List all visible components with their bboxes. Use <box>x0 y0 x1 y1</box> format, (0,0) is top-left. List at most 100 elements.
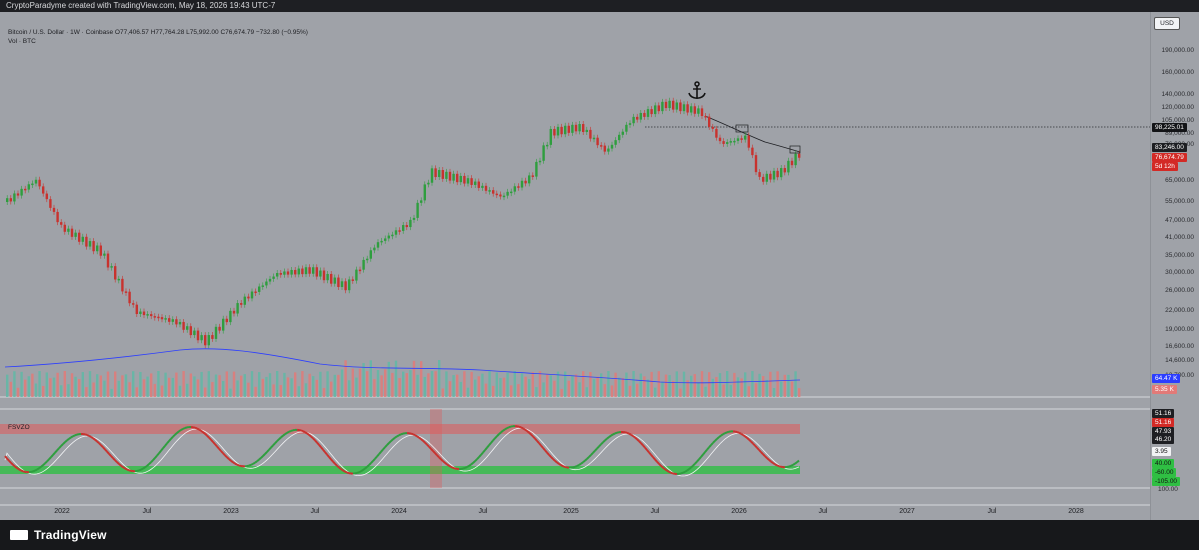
osc-line-segment <box>574 465 578 468</box>
volume-bar <box>578 382 581 397</box>
volume-bar <box>672 381 675 397</box>
candlestick-chart[interactable] <box>0 12 1150 520</box>
candle-body <box>463 175 466 184</box>
osc-line-segment <box>22 470 26 473</box>
osc-line-segment <box>96 440 100 444</box>
candle-body <box>326 273 329 281</box>
candle-body <box>517 186 520 188</box>
time-tick-label: 2027 <box>899 508 915 515</box>
volume-bar <box>114 371 117 397</box>
candle-body <box>355 269 358 281</box>
osc-line-segment <box>142 466 146 470</box>
tradingview-mark-icon <box>10 530 28 540</box>
volume-bar <box>139 371 142 397</box>
volume-bar <box>135 387 138 397</box>
osc-line-segment <box>420 438 424 442</box>
osc-line-segment <box>258 457 262 461</box>
volume-bar <box>164 372 167 397</box>
candle-body <box>254 291 257 294</box>
candle-body <box>445 171 448 179</box>
osc-line-segment <box>154 454 158 459</box>
candle-body <box>430 168 434 183</box>
osc-line-segment <box>152 457 156 461</box>
osc-line-segment <box>48 456 52 461</box>
osc-line-segment <box>396 434 400 438</box>
volume-bar <box>56 372 59 397</box>
osc-line-segment <box>628 432 632 436</box>
time-axis[interactable]: 2022 Jul 2023 Jul 2024 Jul 2025 Jul 2026 Jul 2027 J… <box>0 505 1150 520</box>
volume-bar <box>693 374 696 397</box>
candle-body <box>758 172 761 177</box>
countdown-tag: 5d 12h <box>1152 162 1178 171</box>
candle-body <box>560 126 563 135</box>
osc-line-segment <box>682 470 686 474</box>
osc-line-segment <box>738 431 742 435</box>
volume-bar <box>448 381 452 397</box>
osc-line-segment <box>656 461 660 465</box>
candle-body <box>380 240 383 243</box>
candle-body <box>715 128 718 138</box>
volume-bar <box>355 377 358 397</box>
volume-bar <box>106 371 110 397</box>
osc-line-segment <box>234 462 238 466</box>
osc-line-segment <box>524 428 528 432</box>
osc-line-segment <box>40 464 44 468</box>
time-tick-label: Jul <box>987 508 997 515</box>
osc-signal-line <box>4 427 800 477</box>
candle-body <box>643 112 646 117</box>
osc-line-segment <box>204 433 208 437</box>
candle-body <box>790 160 794 166</box>
candle-body <box>592 137 596 140</box>
volume-bar <box>92 382 95 397</box>
currency-button[interactable]: USD <box>1154 17 1180 30</box>
osc-line-segment <box>434 452 438 456</box>
osc-line-segment <box>174 432 178 436</box>
osc-line-segment <box>576 464 580 467</box>
candle-body <box>333 277 336 284</box>
main-chart-area[interactable]: Bitcoin / U.S. Dollar · 1W · Coinbase O7… <box>0 12 1199 520</box>
osc-line-segment <box>760 451 764 455</box>
osc-line-segment <box>746 437 750 441</box>
volume-bar <box>636 383 639 397</box>
volume-bar <box>726 371 729 397</box>
osc-top-label: 100.00 <box>1158 486 1178 493</box>
osc-line-segment <box>264 451 268 455</box>
osc-line-segment <box>316 441 320 446</box>
volume-bar <box>315 379 318 397</box>
osc-tag-8: -105.00 <box>1152 477 1181 486</box>
candle-body <box>520 180 524 188</box>
candle-body <box>24 188 27 191</box>
osc-line-segment <box>468 463 472 467</box>
volume-bar <box>279 385 282 397</box>
candle-body <box>56 211 59 223</box>
osc-line-segment <box>10 462 14 466</box>
candle-body <box>340 281 344 288</box>
volume-bar <box>510 385 513 397</box>
volume-bar <box>751 371 754 397</box>
osc-line-segment <box>112 457 116 461</box>
volume-bar <box>783 374 786 397</box>
osc-line-segment <box>380 448 384 453</box>
candle-body <box>639 112 642 120</box>
osc-line-segment <box>726 430 730 434</box>
candle-body <box>160 317 164 320</box>
volume-bar <box>31 373 34 397</box>
osc-line-segment <box>640 442 644 447</box>
osc-line-segment <box>118 463 122 467</box>
candle-body <box>135 304 138 315</box>
volume-bar <box>434 371 437 397</box>
volume-bar <box>276 371 279 397</box>
osc-line-segment <box>34 468 38 472</box>
tradingview-logo[interactable]: TradingView <box>10 528 107 542</box>
volume-bar <box>729 384 732 397</box>
candle-body <box>794 153 797 166</box>
osc-line-segment <box>648 451 652 456</box>
osc-line-segment <box>254 460 258 464</box>
volume-bar <box>146 376 149 397</box>
osc-line-segment <box>220 450 224 454</box>
candle-body <box>9 198 12 202</box>
osc-line-segment <box>764 455 768 459</box>
candle-body <box>412 217 416 220</box>
candle-body <box>481 185 484 188</box>
osc-line-segment <box>716 436 720 440</box>
